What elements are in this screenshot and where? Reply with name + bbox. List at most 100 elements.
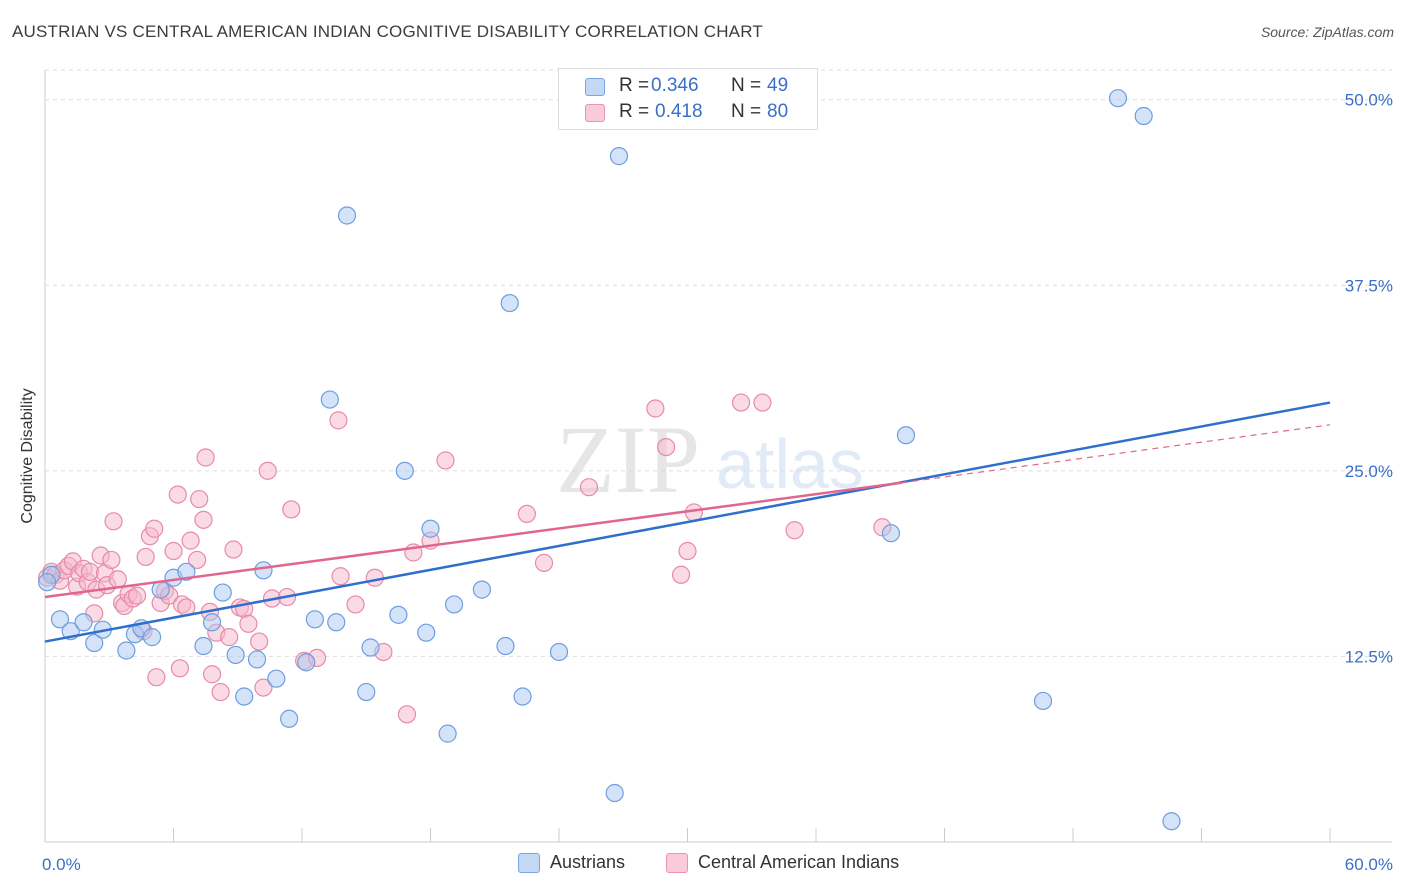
- austrians-swatch: [518, 853, 540, 873]
- legend-label-austrians: Austrians: [550, 852, 626, 872]
- austrians-point-25: [327, 613, 346, 632]
- austrians-point-27: [357, 682, 376, 702]
- austrians-point-40: [605, 783, 624, 803]
- central-point-17: [102, 550, 121, 570]
- austrians-point-13: [194, 636, 213, 656]
- r-label: R =: [619, 101, 650, 122]
- central-point-35: [170, 659, 190, 678]
- central-point-70: [534, 553, 554, 572]
- central-point-57: [282, 500, 301, 519]
- central-point-18: [104, 512, 123, 531]
- central-trend-extension: [901, 424, 1331, 484]
- austrians-point-19: [254, 561, 273, 580]
- central-point-79: [785, 521, 804, 540]
- austrians-point-42: [881, 524, 901, 543]
- central-point-28: [145, 519, 164, 538]
- austrians-point-15: [213, 583, 232, 602]
- central-point-40: [190, 489, 209, 509]
- central-point-33: [164, 541, 183, 561]
- austrians-point-46: [1134, 106, 1153, 126]
- y-tick-label-2: 37.5%: [1345, 276, 1393, 295]
- axes: [44, 70, 1392, 843]
- trend-lines: [44, 401, 1331, 643]
- austrians-point-12: [177, 562, 196, 581]
- central-point-63: [365, 568, 384, 587]
- austrians-point-31: [417, 623, 436, 642]
- austrians-point-36: [496, 636, 515, 656]
- x-tick-label-0: 0.0%: [42, 855, 81, 874]
- central-point-48: [224, 540, 243, 559]
- austrians-point-14: [202, 613, 222, 632]
- central-point-61: [331, 567, 350, 586]
- central-point-46: [211, 682, 230, 702]
- austrians-point-4: [85, 633, 104, 653]
- central-point-53: [254, 678, 273, 697]
- central-point-34: [168, 485, 187, 504]
- y-tick-label-0: 12.5%: [1345, 647, 1393, 666]
- austrians-point-30: [395, 461, 414, 480]
- austrians-point-16: [226, 645, 245, 665]
- central-point-24: [127, 586, 147, 605]
- central-point-19: [108, 570, 127, 589]
- chart-title: AUSTRIAN VS CENTRAL AMERICAN INDIAN COGN…: [12, 22, 763, 41]
- y-tick-label-1: 25.0%: [1345, 462, 1393, 481]
- austrians-points: [38, 89, 1181, 831]
- austrians-point-17: [235, 687, 254, 706]
- austrians-point-47: [1162, 812, 1181, 831]
- austrians-point-22: [297, 653, 316, 672]
- gridlines: [45, 69, 1392, 657]
- central-point-71: [579, 478, 599, 497]
- source-credit: Source: ZipAtlas.com: [1260, 24, 1394, 40]
- x-tick-label-1: 60.0%: [1345, 855, 1393, 874]
- stats-box: R = 0.346 N = 49 R = 0.418 N = 80: [558, 68, 818, 130]
- central-swatch: [666, 853, 688, 873]
- austrians-point-3: [74, 613, 93, 632]
- austrians-point-33: [438, 724, 457, 743]
- central-point-41: [194, 510, 213, 529]
- r-value: 0.346: [651, 75, 699, 96]
- n-value: 49: [767, 75, 789, 96]
- central-point-26: [136, 547, 155, 567]
- central-point-74: [671, 565, 691, 584]
- central-point-42: [196, 448, 215, 467]
- central-point-11: [80, 562, 100, 581]
- austrians-point-1: [50, 610, 70, 629]
- central-point-75: [678, 541, 697, 561]
- austrians-point-18: [247, 650, 267, 669]
- r-value: 0.418: [655, 101, 703, 122]
- central-point-65: [397, 705, 417, 724]
- n-label: N =: [731, 75, 762, 96]
- watermark: ZIP atlas: [556, 406, 864, 513]
- austrians-point-45: [1108, 89, 1128, 108]
- n-value: 80: [767, 101, 789, 122]
- austrians-swatch: [585, 78, 605, 96]
- austrians-point-44: [1033, 691, 1053, 711]
- austrians-point-39: [549, 642, 569, 662]
- austrians-point-24: [320, 390, 339, 409]
- central-point-62: [346, 595, 365, 614]
- austrians-trend-line: [44, 401, 1331, 643]
- y-tick-label-3: 50.0%: [1345, 91, 1393, 110]
- central-point-51: [239, 614, 258, 633]
- n-label: N =: [731, 101, 762, 122]
- central-point-47: [220, 628, 239, 647]
- austrians-point-41: [609, 147, 629, 166]
- central-swatch: [585, 104, 605, 122]
- austrians-point-28: [361, 638, 380, 657]
- austrians-point-23: [305, 610, 324, 629]
- austrians-point-35: [472, 580, 491, 599]
- austrians-point-6: [117, 641, 136, 660]
- central-point-69: [517, 504, 536, 524]
- central-point-44: [202, 665, 222, 684]
- central-point-52: [250, 632, 269, 651]
- austrians-point-9: [142, 628, 162, 647]
- central-point-78: [753, 393, 772, 412]
- central-point-73: [656, 437, 676, 457]
- austrians-point-21: [280, 709, 299, 728]
- legend-label-central: Central American Indians: [698, 852, 900, 872]
- austrians-point-43: [896, 426, 916, 445]
- austrians-point-26: [337, 206, 357, 225]
- austrians-point-20: [267, 669, 286, 688]
- austrians-point-48: [38, 573, 57, 592]
